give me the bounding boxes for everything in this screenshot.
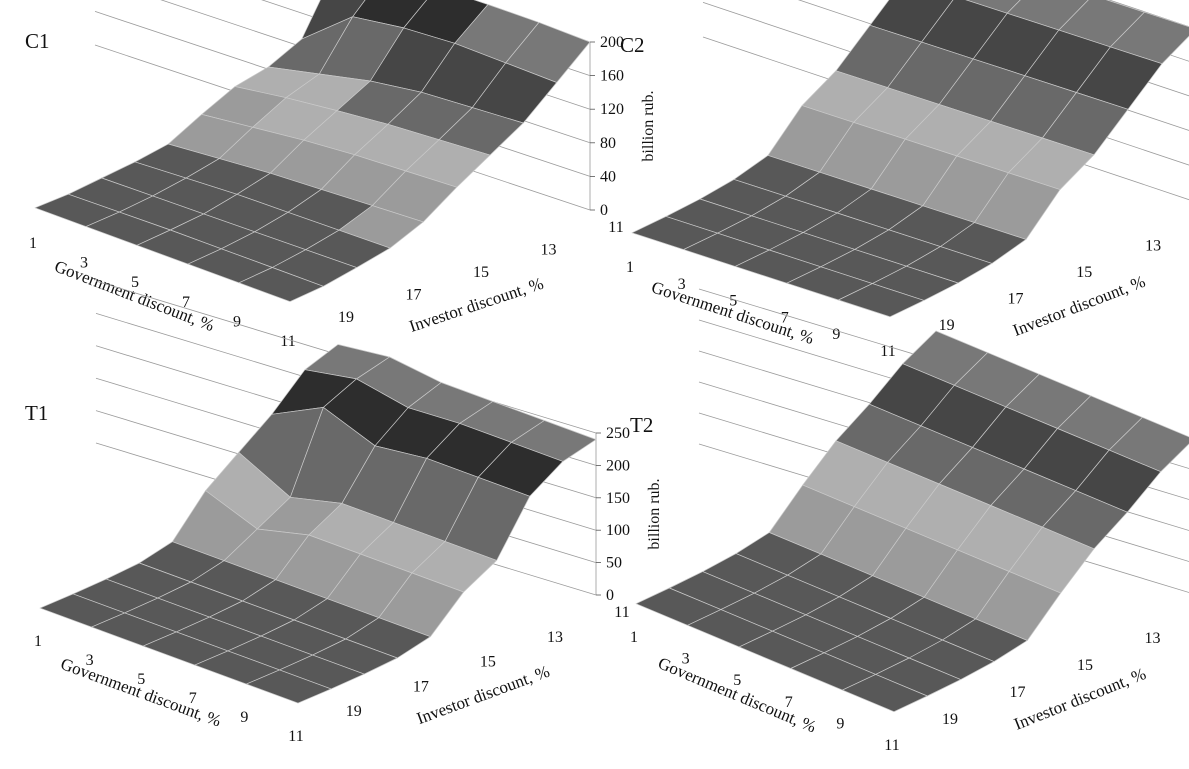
y-tick-label: 11: [608, 219, 623, 236]
z-tick-label: 250: [606, 425, 630, 442]
x-tick-label: 9: [836, 715, 844, 732]
z-tick-label: 40: [600, 168, 616, 185]
z-tick-label: 100: [606, 522, 630, 539]
x-tick-label: 11: [288, 728, 303, 745]
z-tick-label: 160: [600, 68, 624, 85]
x-tick-label: 11: [280, 333, 295, 350]
x-tick-label: 7: [182, 294, 190, 311]
x-axis-title: Government discount, %: [649, 278, 816, 348]
x-tick-label: 5: [733, 672, 741, 689]
x-tick-label: 5: [729, 293, 737, 310]
panel-label: T1: [25, 401, 48, 425]
z-tick-label: 50: [606, 555, 622, 572]
z-axis-title: billion rub.: [646, 478, 663, 549]
z-tick-label: 200: [606, 457, 630, 474]
z-tick-label: 0: [600, 202, 608, 219]
y-tick-label: 13: [541, 242, 557, 259]
z-tick-label: 200: [600, 34, 624, 51]
y-tick-label: 19: [338, 309, 354, 326]
panel-label: C2: [620, 33, 645, 57]
y-tick-label: 17: [406, 287, 422, 304]
surface-cell: [842, 674, 928, 713]
x-tick-label: 9: [240, 709, 248, 726]
z-tick-label: 150: [606, 490, 630, 507]
x-tick-label: 1: [34, 633, 42, 650]
surface-cell: [246, 669, 332, 704]
surface-cell: [838, 283, 925, 318]
panel-label: C1: [25, 29, 50, 53]
y-axis-title: Investor discount, %: [1010, 272, 1148, 340]
x-tick-label: 3: [86, 652, 94, 669]
z-axis-title: billion rub.: [640, 90, 657, 161]
z-tick-label: 80: [600, 135, 616, 152]
x-tick-label: 9: [233, 313, 241, 330]
y-tick-label: 15: [1077, 657, 1093, 674]
y-axis-title: Investor discount, %: [407, 274, 546, 336]
y-tick-label: 19: [939, 317, 955, 334]
z-tick-label: 120: [600, 101, 624, 118]
y-tick-label: 13: [547, 629, 563, 646]
x-tick-label: 9: [832, 326, 840, 343]
y-tick-label: 17: [1007, 291, 1023, 308]
y-tick-label: 13: [1145, 238, 1161, 255]
panel-label: T2: [630, 413, 653, 437]
y-tick-label: 19: [346, 703, 362, 720]
y-tick-label: 17: [413, 678, 429, 695]
x-tick-label: 1: [630, 629, 638, 646]
x-tick-label: 11: [880, 343, 895, 360]
y-axis-title: Investor discount, %: [1011, 664, 1148, 734]
panel-c2: 0326496128160billion rub.135791119171513…: [620, 0, 1189, 360]
x-tick-label: 1: [626, 259, 634, 276]
x-tick-label: 7: [785, 694, 793, 711]
y-axis-title: Investor discount, %: [414, 662, 552, 728]
z-tick-label: 0: [606, 587, 614, 604]
y-tick-label: 15: [480, 654, 496, 671]
x-tick-label: 3: [682, 651, 690, 668]
x-tick-label: 11: [884, 737, 899, 754]
x-tick-label: 3: [678, 276, 686, 293]
surface-cell: [238, 267, 324, 302]
y-tick-label: 11: [614, 604, 629, 621]
back-gridline: [1108, 0, 1189, 28]
y-tick-label: 19: [942, 711, 958, 728]
x-tick-label: 5: [137, 671, 145, 688]
y-tick-label: 15: [1076, 264, 1092, 281]
x-tick-label: 5: [131, 274, 139, 291]
x-tick-label: 7: [781, 309, 789, 326]
y-tick-label: 15: [473, 264, 489, 281]
x-tick-label: 1: [29, 235, 37, 252]
y-tick-label: 13: [1145, 630, 1161, 647]
x-tick-label: 3: [80, 255, 88, 272]
x-tick-label: 7: [189, 690, 197, 707]
y-tick-label: 17: [1010, 684, 1026, 701]
x-axis-title: Government discount, %: [52, 257, 217, 335]
